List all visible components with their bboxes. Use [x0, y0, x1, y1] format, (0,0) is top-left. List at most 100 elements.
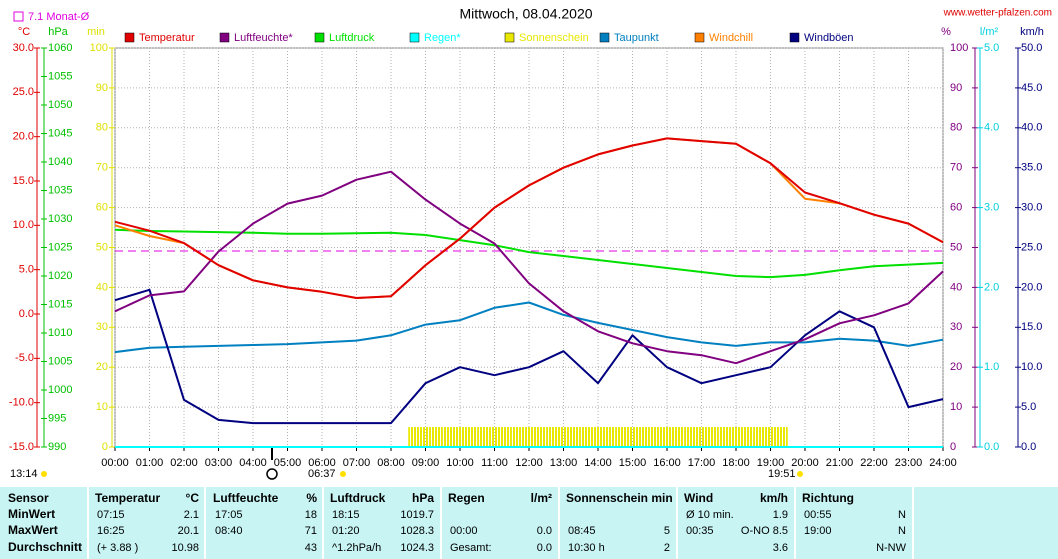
y-tick-label: 35.0 — [1021, 162, 1042, 174]
legend-label: Regen* — [424, 32, 461, 44]
x-tick-label: 17:00 — [688, 457, 716, 469]
axis-unit: km/h — [1020, 26, 1044, 38]
cell-left: Ø 10 min. — [686, 509, 734, 521]
cell-left: 07:15 — [97, 509, 125, 521]
series-line — [114, 137, 944, 299]
row-name: MinWert — [8, 507, 55, 521]
cell-left: 16:25 — [97, 525, 125, 537]
y-tick-label: 25.0 — [13, 86, 34, 98]
sunshine-bar — [615, 427, 650, 447]
y-tick-label: 70 — [96, 162, 108, 174]
y-tick-label: 80 — [950, 122, 962, 134]
y-tick-label: 990 — [48, 441, 66, 453]
axis-unit: % — [941, 26, 951, 38]
sunshine-bar — [511, 427, 547, 447]
cell-left: 01:20 — [332, 525, 360, 537]
y-tick-label: 20.0 — [13, 131, 34, 143]
cell-left: ^1.2hPa/h — [332, 542, 381, 554]
column-title: Sonnenschein min — [566, 491, 673, 505]
sunshine-bar — [477, 427, 512, 447]
y-tick-label: 10 — [96, 401, 108, 413]
y-tick-label: 60 — [950, 202, 962, 214]
cell-right: N — [898, 525, 906, 537]
y-tick-label: 5.0 — [984, 42, 999, 54]
sunshine-bar — [442, 427, 478, 447]
legend-label: Windböen — [804, 32, 854, 44]
y-tick-label: 90 — [96, 82, 108, 94]
y-tick-label: 50.0 — [1021, 42, 1042, 54]
sunshine-bar — [753, 427, 788, 447]
y-tick-label: 20 — [950, 361, 962, 373]
y-tick-label: 2.0 — [984, 281, 999, 293]
x-tick-label: 24:00 — [929, 457, 957, 469]
column-title: Regen — [448, 491, 485, 505]
cell-left: 00:35 — [686, 525, 714, 537]
column-title: Temperatur — [95, 491, 160, 505]
cell-left: Gesamt: — [450, 542, 492, 554]
column-unit: l/m² — [531, 491, 552, 505]
cell-right: O-NO 8.5 — [741, 525, 788, 537]
axis-unit: hPa — [48, 26, 68, 38]
x-tick-label: 23:00 — [895, 457, 923, 469]
cell-left: 08:45 — [568, 525, 596, 537]
axis-unit: l/m² — [980, 26, 999, 38]
y-tick-label: 1040 — [48, 156, 72, 168]
cell-right: 1019.7 — [400, 509, 434, 521]
y-tick-label: -15.0 — [9, 441, 34, 453]
x-tick-label: 10:00 — [446, 457, 474, 469]
x-tick-label: 04:00 — [239, 457, 267, 469]
cell-left: 17:05 — [215, 509, 243, 521]
cell-right: 2 — [664, 542, 670, 554]
avg-icon — [13, 11, 24, 22]
cell-right: 1.9 — [773, 509, 788, 521]
avg-label: 7.1 Monat-Ø — [28, 11, 90, 23]
cell-right: 5 — [664, 525, 670, 537]
series-line — [114, 301, 944, 354]
x-tick-label: 14:00 — [584, 457, 612, 469]
x-tick-label: 01:00 — [136, 457, 164, 469]
sun-icon — [340, 471, 346, 477]
legend-label: Temperatur — [139, 32, 195, 44]
chart-title: Mittwoch, 08.04.2020 — [459, 6, 592, 22]
series-line — [114, 228, 944, 279]
y-tick-label: 1005 — [48, 355, 72, 367]
annotation: 13:14 — [10, 468, 38, 480]
y-tick-label: 50 — [950, 241, 962, 253]
sunshine-bar — [580, 427, 616, 447]
legend-swatch — [599, 32, 610, 43]
y-tick-label: 50 — [96, 241, 108, 253]
y-tick-label: 1035 — [48, 184, 72, 196]
x-tick-label: 13:00 — [550, 457, 578, 469]
y-tick-label: 0 — [950, 441, 956, 453]
x-tick-label: 11:00 — [481, 457, 508, 469]
sun-icon — [797, 471, 803, 477]
cell-left: 08:40 — [215, 525, 243, 537]
axis-unit: °C — [18, 26, 30, 38]
series-line — [114, 288, 944, 425]
column-title: Luftdruck — [330, 491, 386, 505]
x-tick-label: 09:00 — [412, 457, 440, 469]
legend-swatch — [409, 32, 420, 43]
y-tick-label: 100 — [90, 42, 108, 54]
cell-right: 2.1 — [184, 509, 199, 521]
legend-swatch — [789, 32, 800, 43]
y-tick-label: -5.0 — [15, 352, 34, 364]
series-line — [114, 170, 944, 365]
y-tick-label: 1025 — [48, 241, 72, 253]
y-tick-label: 30.0 — [13, 42, 34, 54]
legend-swatch — [504, 32, 515, 43]
cell-left: 00:00 — [450, 525, 478, 537]
y-tick-label: -10.0 — [9, 397, 34, 409]
y-tick-label: 10.0 — [13, 219, 34, 231]
cell-right: 1028.3 — [400, 525, 434, 537]
row-name: Durchschnitt — [8, 540, 82, 554]
y-tick-label: 10.0 — [1021, 361, 1042, 373]
sunshine-bar — [718, 427, 754, 447]
sunshine-bar — [546, 427, 581, 447]
y-tick-label: 1030 — [48, 213, 72, 225]
y-tick-label: 15.0 — [1021, 321, 1042, 333]
x-tick-label: 03:00 — [205, 457, 233, 469]
y-tick-label: 1000 — [48, 384, 72, 396]
